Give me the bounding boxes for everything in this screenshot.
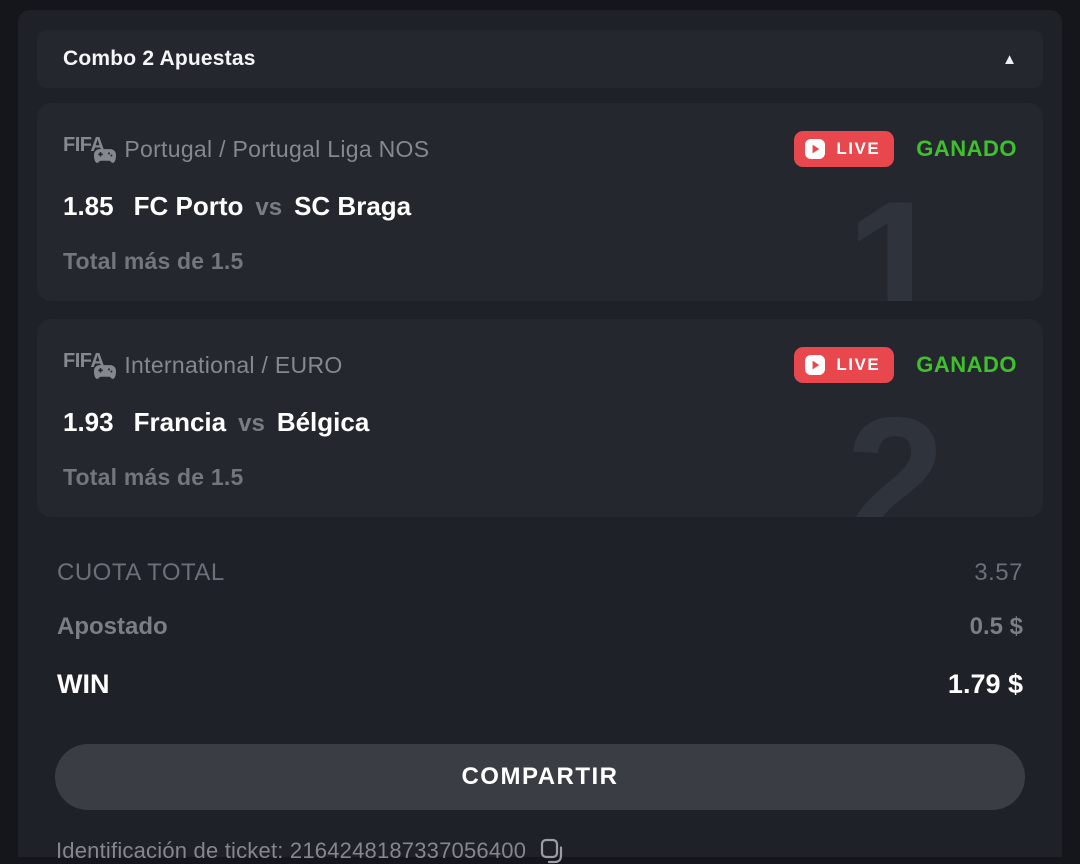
league-name: International / EURO [124,352,342,379]
away-team: Bélgica [277,407,370,438]
combo-title: Combo 2 Apuestas [63,47,256,71]
total-odds-label: CUOTA TOTAL [57,559,225,587]
match-line: 1.93 Francia vs Bélgica [63,407,1017,438]
ticket-id-row: Identificación de ticket: 21642481873370… [56,838,1043,864]
vs-label: vs [238,410,265,438]
combo-header[interactable]: Combo 2 Apuestas ▲ [37,30,1043,88]
win-row: WIN 1.79 $ [57,669,1023,700]
live-label: LIVE [836,355,880,375]
play-icon [804,354,826,376]
league-name: Portugal / Portugal Liga NOS [124,136,429,163]
share-button[interactable]: COMPARTIR [55,744,1025,810]
live-label: LIVE [836,139,880,159]
win-label: WIN [57,669,109,700]
match-line: 1.85 FC Porto vs SC Braga [63,191,1017,222]
bet-ticket-panel: Combo 2 Apuestas ▲ 1 FIFA Portugal / Por… [18,10,1062,857]
win-value: 1.79 $ [948,669,1023,700]
gamepad-icon [94,146,116,169]
fifa-esports-icon: FIFA [63,134,110,165]
collapse-icon[interactable]: ▲ [1002,52,1017,67]
bet-card-1: 1 FIFA Portugal / Portugal Liga NOS LIVE… [37,103,1043,301]
market-label: Total más de 1.5 [63,248,1017,275]
live-badge: LIVE [794,347,894,383]
odds-value: 1.93 [63,407,114,438]
ticket-id-value: 2164248187337056400 [290,838,526,863]
fifa-esports-icon: FIFA [63,350,110,381]
gamepad-icon [94,362,116,385]
home-team: FC Porto [134,191,244,222]
stake-value: 0.5 $ [970,613,1023,641]
play-icon [804,138,826,160]
total-odds-row: CUOTA TOTAL 3.57 [57,559,1023,587]
ticket-id-text: Identificación de ticket: 21642481873370… [56,838,526,864]
league-row: FIFA Portugal / Portugal Liga NOS [63,134,429,165]
ticket-summary: CUOTA TOTAL 3.57 Apostado 0.5 $ WIN 1.79… [37,535,1043,700]
ticket-id-label: Identificación de ticket: [56,838,284,863]
home-team: Francia [134,407,227,438]
stake-row: Apostado 0.5 $ [57,613,1023,641]
live-badge: LIVE [794,131,894,167]
away-team: SC Braga [294,191,411,222]
stake-label: Apostado [57,613,168,641]
status-badge: GANADO [916,352,1017,378]
total-odds-value: 3.57 [974,559,1023,587]
market-label: Total más de 1.5 [63,464,1017,491]
status-badge: GANADO [916,136,1017,162]
league-row: FIFA International / EURO [63,350,343,381]
odds-value: 1.85 [63,191,114,222]
vs-label: vs [255,194,282,222]
bet-card-2: 2 FIFA International / EURO LIVE GANADO [37,319,1043,517]
copy-icon[interactable] [540,838,564,864]
